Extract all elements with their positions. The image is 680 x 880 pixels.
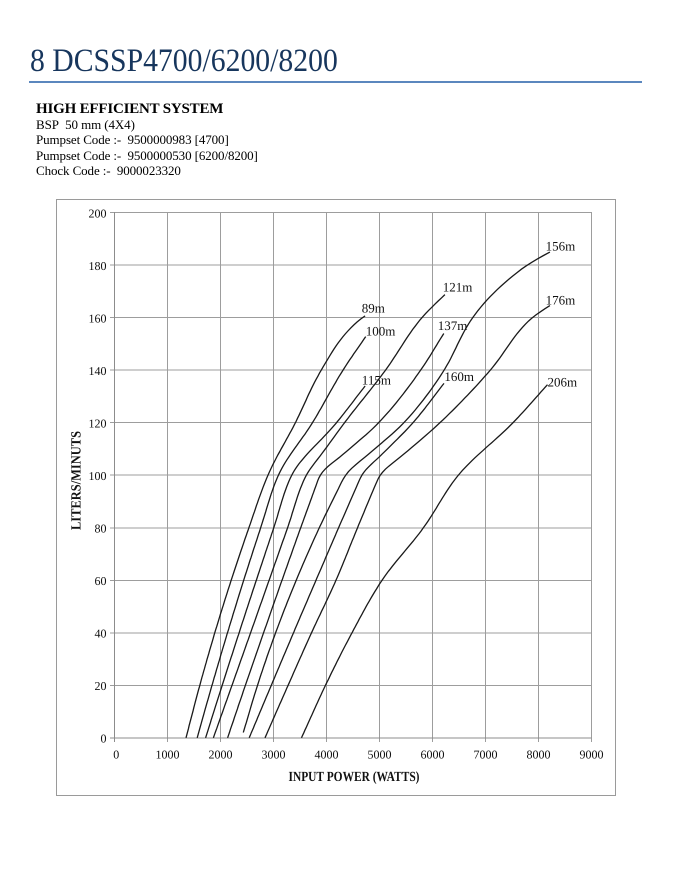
svg-text:INPUT POWER (WATTS): INPUT POWER (WATTS) bbox=[289, 770, 420, 785]
svg-text:4000: 4000 bbox=[315, 748, 339, 762]
svg-text:80: 80 bbox=[95, 521, 107, 535]
svg-text:100: 100 bbox=[89, 469, 107, 483]
svg-text:3000: 3000 bbox=[262, 748, 286, 762]
svg-text:1000: 1000 bbox=[156, 748, 180, 762]
svg-text:5000: 5000 bbox=[368, 748, 392, 762]
svg-text:120: 120 bbox=[89, 416, 107, 430]
svg-text:115m: 115m bbox=[362, 372, 391, 387]
svg-text:100m: 100m bbox=[366, 324, 396, 339]
svg-text:156m: 156m bbox=[546, 239, 576, 254]
svg-text:8000: 8000 bbox=[527, 748, 551, 762]
svg-text:0: 0 bbox=[113, 748, 119, 762]
svg-text:176m: 176m bbox=[546, 293, 576, 308]
svg-text:89m: 89m bbox=[362, 301, 385, 316]
svg-text:LITERS/MINUTS: LITERS/MINUTS bbox=[70, 431, 85, 530]
svg-text:7000: 7000 bbox=[474, 748, 498, 762]
svg-text:6000: 6000 bbox=[421, 748, 445, 762]
svg-text:200: 200 bbox=[89, 206, 107, 220]
svg-text:9000: 9000 bbox=[580, 748, 604, 762]
svg-text:140: 140 bbox=[89, 364, 107, 378]
svg-text:40: 40 bbox=[95, 626, 107, 640]
svg-text:2000: 2000 bbox=[209, 748, 233, 762]
svg-text:121m: 121m bbox=[443, 279, 473, 294]
svg-text:160: 160 bbox=[89, 311, 107, 325]
svg-text:0: 0 bbox=[101, 731, 107, 745]
svg-text:160m: 160m bbox=[444, 369, 474, 384]
svg-text:206m: 206m bbox=[548, 375, 578, 390]
svg-text:60: 60 bbox=[95, 574, 107, 588]
svg-text:180: 180 bbox=[89, 259, 107, 273]
svg-text:137m: 137m bbox=[438, 318, 468, 333]
svg-text:20: 20 bbox=[95, 679, 107, 693]
